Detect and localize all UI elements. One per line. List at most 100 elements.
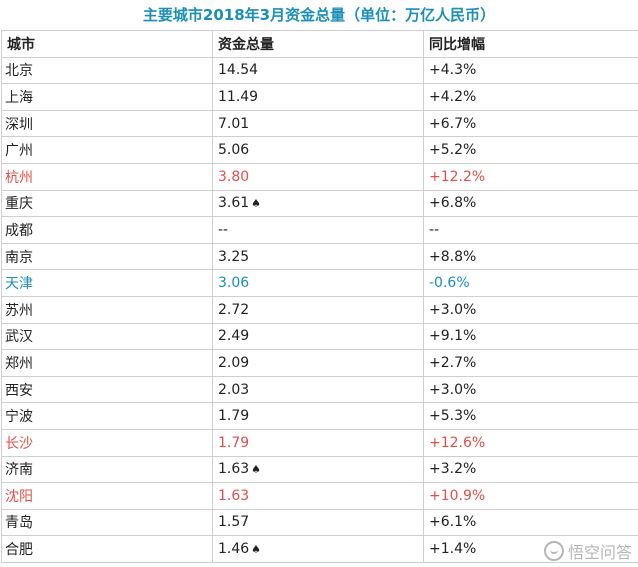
cell-total: 1.57 (212, 508, 424, 537)
cell-city: 北京 (1, 56, 213, 85)
spade-mark-icon: ♠ (251, 543, 262, 557)
table-body: 北京 14.54 +4.3% 上海 11.49 +4.2% 深圳 7.01 +6.7% 广州 5.0… (1, 56, 638, 563)
total-value: 1.57 (218, 514, 250, 531)
cell-total: 3.80 (212, 162, 424, 191)
chat-bubble-icon (543, 541, 564, 561)
cell-yoy: -- (423, 216, 638, 244)
cell-city: 杭州 (1, 162, 213, 191)
cell-city: 苏州 (1, 295, 213, 324)
cell-yoy: +10.9% (423, 482, 638, 510)
cell-yoy: +3.2% (423, 455, 638, 484)
cell-yoy: +6.1% (423, 508, 638, 537)
cell-yoy: +6.7% (423, 109, 638, 138)
header-city: 城市 (1, 30, 213, 58)
total-value: 3.06 (218, 275, 250, 292)
watermark: 悟空问答 (543, 539, 632, 563)
table-row: 广州 5.06 +5.2% (1, 136, 638, 164)
table-row: 南京 3.25 +8.8% (1, 242, 638, 271)
cell-yoy: +4.3% (423, 56, 638, 85)
cell-total: 3.06 (212, 269, 424, 297)
cell-total: 2.03 (212, 375, 424, 404)
spade-mark-icon: ♠ (251, 197, 262, 211)
table-title: 主要城市2018年3月资金总量（单位：万亿人民币） (142, 6, 496, 24)
cell-yoy: +6.8% (423, 189, 638, 218)
cell-yoy: +4.2% (423, 83, 638, 111)
total-value: 14.54 (218, 62, 259, 79)
cell-yoy: +9.1% (423, 322, 638, 351)
total-value: 11.49 (218, 88, 259, 105)
total-value: 3.25 (218, 248, 250, 265)
cell-city: 西安 (1, 375, 213, 404)
watermark-text: 悟空问答 (567, 543, 632, 562)
table-row: 武汉 2.49 +9.1% (1, 322, 638, 351)
cell-city: 广州 (1, 136, 213, 164)
total-value: 1.79 (218, 408, 250, 425)
cell-total: 14.54 (212, 56, 424, 85)
table-row: 上海 11.49 +4.2% (1, 83, 638, 111)
header-yoy: 同比增幅 (423, 30, 638, 58)
capital-table: 城市 资金总量 同比增幅 北京 14.54 +4.3% 上海 11.49 +4.2% 深圳 7… (1, 30, 638, 563)
table-row: 长沙 1.79 +12.6% (1, 428, 638, 457)
total-value: 2.72 (218, 301, 250, 318)
cell-total: 1.46 ♠ (212, 535, 424, 563)
cell-city: 长沙 (1, 428, 213, 457)
cell-city: 郑州 (1, 349, 213, 377)
cell-yoy: +5.3% (423, 402, 638, 430)
total-value: 3.80 (218, 168, 250, 185)
cell-total: 1.63 (212, 482, 424, 510)
cell-total: 11.49 (212, 83, 424, 111)
cell-yoy: -0.6% (423, 269, 638, 297)
cell-city: 沈阳 (1, 482, 213, 510)
table-row: 济南 1.63 ♠ +3.2% (1, 455, 638, 484)
cell-total: 2.49 (212, 322, 424, 351)
table-row: 沈阳 1.63 +10.9% (1, 482, 638, 510)
table-row: 重庆 3.61 ♠ +6.8% (1, 189, 638, 218)
total-value: 1.79 (218, 434, 250, 451)
total-value: 1.63 (218, 461, 250, 478)
cell-total: 1.79 (212, 402, 424, 430)
cell-city: 深圳 (1, 109, 213, 138)
cell-total: 1.79 (212, 428, 424, 457)
table-row: 杭州 3.80 +12.2% (1, 162, 638, 191)
cell-total: 3.61 ♠ (212, 189, 424, 218)
total-value: -- (218, 221, 229, 238)
table-row: 青岛 1.57 +6.1% (1, 508, 638, 537)
cell-city: 上海 (1, 83, 213, 111)
total-value: 1.63 (218, 487, 250, 504)
table-row: 宁波 1.79 +5.3% (1, 402, 638, 430)
total-value: 7.01 (218, 115, 250, 132)
cell-yoy: +12.6% (423, 428, 638, 457)
spade-mark-icon: ♠ (251, 463, 262, 477)
table-row: 北京 14.54 +4.3% (1, 56, 638, 85)
cell-yoy: +3.0% (423, 295, 638, 324)
total-value: 2.09 (218, 354, 250, 371)
cell-total: -- (212, 216, 424, 244)
table-row: 成都 -- -- (1, 216, 638, 244)
cell-yoy: +8.8% (423, 242, 638, 271)
cell-yoy: +1.4% (423, 535, 638, 563)
cell-city: 宁波 (1, 402, 213, 430)
cell-city: 天津 (1, 269, 213, 297)
header-total: 资金总量 (212, 30, 424, 58)
cell-total: 2.72 (212, 295, 424, 324)
cell-total: 7.01 (212, 109, 424, 138)
cell-city: 武汉 (1, 322, 213, 351)
cell-total: 3.25 (212, 242, 424, 271)
cell-city: 重庆 (1, 189, 213, 218)
table-row: 天津 3.06 -0.6% (1, 269, 638, 297)
cell-city: 合肥 (1, 535, 213, 563)
total-value: 3.61 (218, 195, 250, 212)
table-row: 郑州 2.09 +2.7% (1, 349, 638, 377)
table-row: 苏州 2.72 +3.0% (1, 295, 638, 324)
cell-yoy: +2.7% (423, 349, 638, 377)
cell-total: 2.09 (212, 349, 424, 377)
cell-city: 南京 (1, 242, 213, 271)
cell-city: 青岛 (1, 508, 213, 537)
table-row: 深圳 7.01 +6.7% (1, 109, 638, 138)
header-row: 城市 资金总量 同比增幅 (1, 30, 638, 58)
total-value: 5.06 (218, 142, 250, 159)
total-value: 2.03 (218, 381, 250, 398)
total-value: 2.49 (218, 328, 250, 345)
total-value: 1.46 (218, 541, 250, 558)
cell-yoy: +3.0% (423, 375, 638, 404)
